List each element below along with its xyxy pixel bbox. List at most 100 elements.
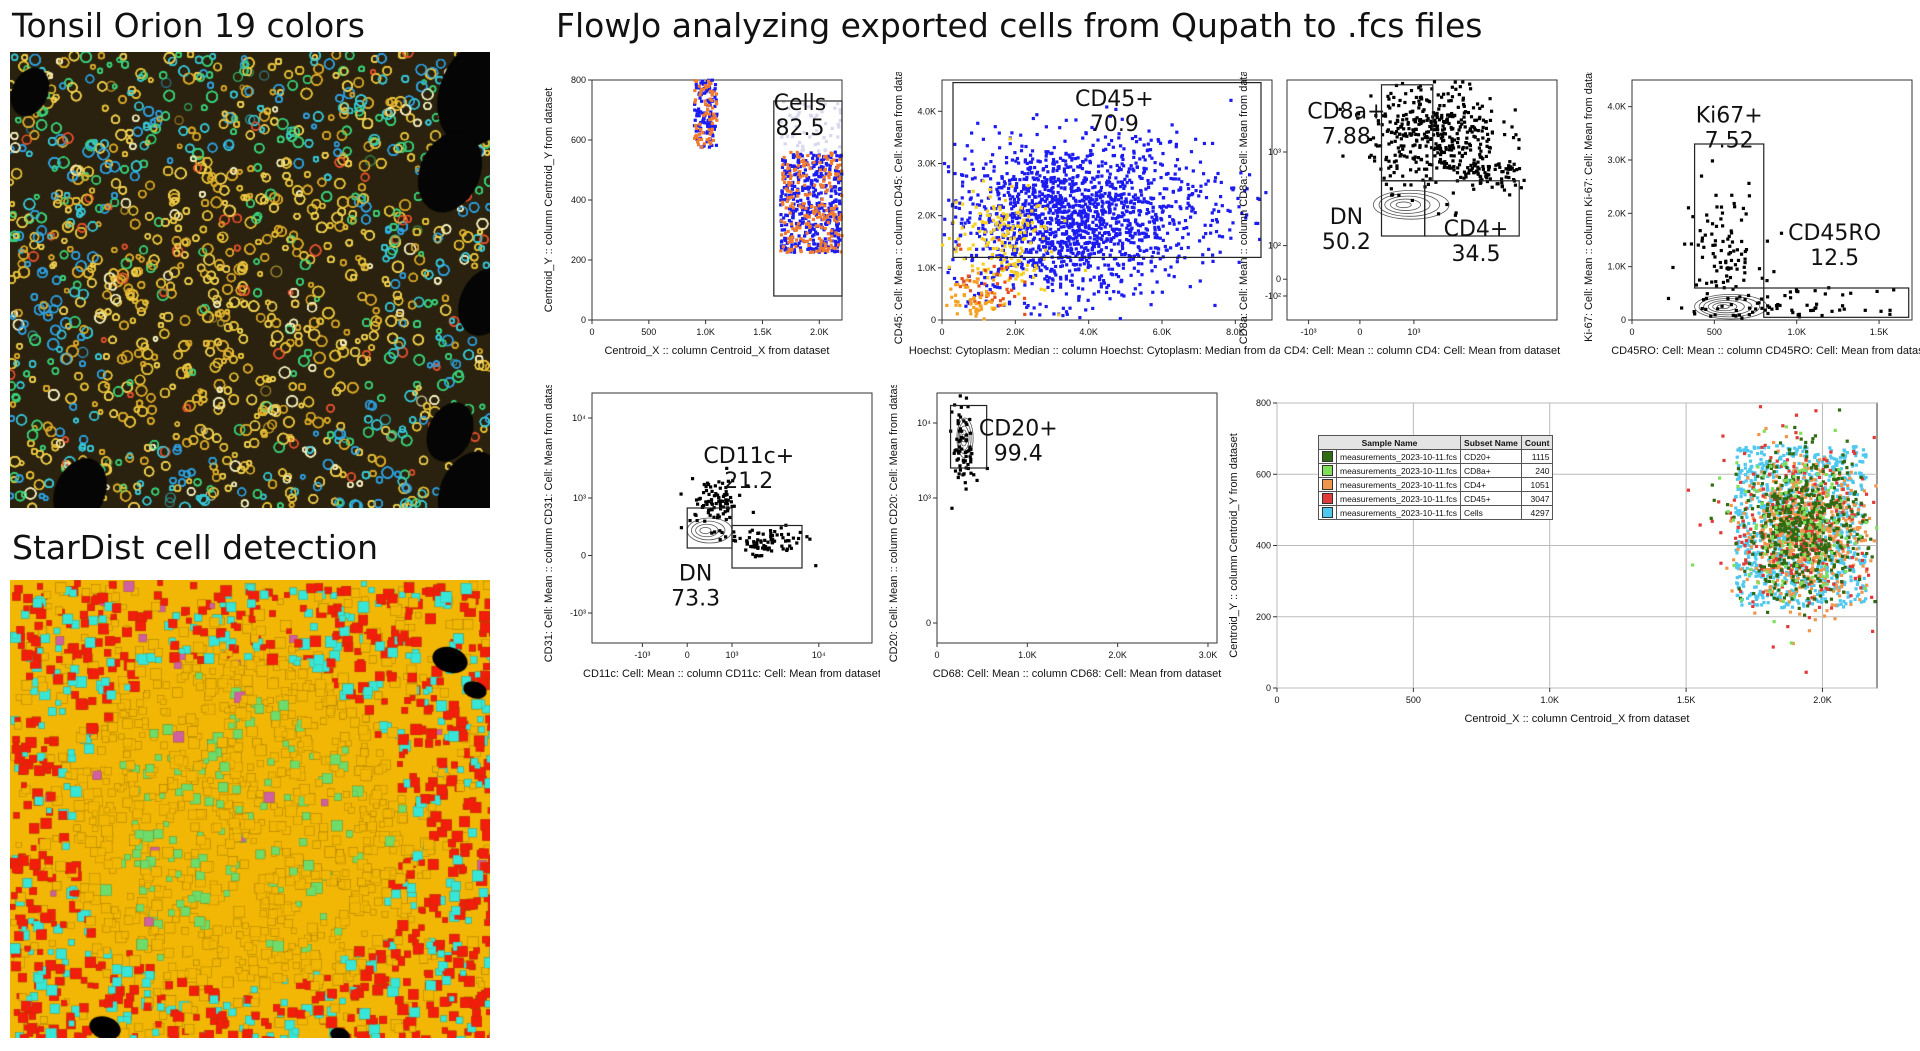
data-point bbox=[757, 554, 762, 558]
data-point bbox=[1070, 156, 1074, 160]
data-point bbox=[766, 540, 770, 544]
data-point bbox=[1430, 127, 1434, 131]
data-point bbox=[1861, 460, 1865, 464]
data-point bbox=[1805, 303, 1809, 307]
data-point bbox=[958, 394, 962, 398]
data-point bbox=[1091, 214, 1095, 219]
x-axis-label: CD45RO: Cell: Mean :: column CD45RO: Cel… bbox=[1611, 345, 1920, 357]
data-point bbox=[1414, 127, 1418, 131]
data-point bbox=[791, 155, 796, 160]
data-point bbox=[1073, 268, 1078, 272]
data-point bbox=[831, 210, 835, 215]
data-point bbox=[828, 181, 832, 185]
data-point bbox=[1014, 265, 1018, 269]
data-point bbox=[1427, 100, 1432, 104]
data-point bbox=[1188, 285, 1192, 289]
data-point bbox=[1747, 313, 1751, 317]
data-point bbox=[1256, 221, 1260, 226]
data-point bbox=[695, 109, 699, 113]
data-point bbox=[1169, 246, 1173, 250]
data-point bbox=[1465, 136, 1469, 140]
data-point bbox=[789, 236, 793, 240]
data-point bbox=[1009, 269, 1013, 274]
data-point bbox=[780, 189, 784, 193]
data-point bbox=[1128, 178, 1132, 182]
gate-name: DN bbox=[1330, 205, 1363, 230]
data-point bbox=[1809, 308, 1813, 313]
data-point bbox=[1838, 599, 1842, 603]
data-point bbox=[1117, 136, 1121, 140]
data-point bbox=[1118, 228, 1122, 232]
data-point bbox=[1392, 170, 1396, 175]
data-point bbox=[1114, 107, 1118, 111]
data-point bbox=[1127, 238, 1131, 243]
data-point bbox=[763, 538, 767, 542]
data-point bbox=[1451, 191, 1455, 195]
data-point bbox=[1838, 554, 1842, 558]
data-point bbox=[1211, 259, 1215, 263]
data-point bbox=[1007, 300, 1012, 304]
data-point bbox=[1771, 475, 1776, 479]
data-point bbox=[803, 240, 807, 244]
data-point bbox=[797, 110, 801, 115]
data-point bbox=[1700, 239, 1704, 243]
data-point bbox=[1405, 134, 1409, 138]
data-point bbox=[1099, 248, 1104, 252]
data-point bbox=[819, 172, 823, 176]
data-point bbox=[1843, 456, 1847, 460]
data-point bbox=[1043, 194, 1047, 198]
data-point bbox=[1027, 202, 1031, 206]
data-point bbox=[1731, 287, 1735, 291]
data-point bbox=[995, 254, 999, 258]
data-point bbox=[833, 234, 837, 238]
data-point bbox=[1862, 553, 1866, 557]
data-point bbox=[830, 232, 834, 237]
data-point bbox=[1015, 263, 1020, 267]
data-point bbox=[1190, 205, 1194, 209]
data-point bbox=[1116, 193, 1120, 198]
data-point bbox=[1806, 561, 1811, 565]
data-point bbox=[1386, 94, 1390, 98]
data-point bbox=[1387, 142, 1391, 146]
data-point bbox=[1076, 186, 1080, 191]
data-point bbox=[1080, 192, 1084, 196]
data-point bbox=[1050, 218, 1054, 222]
data-point bbox=[1108, 180, 1112, 184]
data-point bbox=[1770, 472, 1775, 476]
data-point bbox=[808, 237, 812, 242]
data-point bbox=[1175, 158, 1180, 162]
data-point bbox=[1840, 530, 1844, 535]
data-point bbox=[1436, 128, 1440, 132]
data-point bbox=[1054, 264, 1058, 269]
data-point bbox=[1012, 204, 1016, 209]
data-point bbox=[1821, 519, 1826, 523]
data-point bbox=[954, 303, 958, 307]
data-point bbox=[770, 549, 774, 553]
data-point bbox=[1022, 256, 1026, 261]
data-point bbox=[1078, 258, 1082, 262]
data-point bbox=[989, 300, 994, 304]
data-point bbox=[989, 189, 993, 194]
data-point bbox=[1766, 311, 1770, 316]
data-point bbox=[1107, 202, 1112, 206]
data-point bbox=[1735, 582, 1740, 586]
data-point bbox=[718, 538, 722, 542]
data-point bbox=[1426, 182, 1431, 186]
data-point bbox=[1218, 250, 1222, 254]
data-point bbox=[1746, 548, 1750, 552]
data-point bbox=[1073, 156, 1078, 161]
data-point bbox=[716, 516, 720, 520]
y-tick-label: 600 bbox=[571, 135, 586, 145]
data-point bbox=[750, 528, 754, 532]
data-point bbox=[1754, 574, 1758, 578]
data-point bbox=[1855, 492, 1859, 497]
data-point bbox=[1014, 241, 1019, 245]
data-point bbox=[694, 513, 698, 517]
data-point bbox=[967, 449, 971, 453]
data-point bbox=[1023, 312, 1027, 317]
data-point bbox=[773, 530, 777, 534]
data-point bbox=[834, 198, 838, 202]
data-point bbox=[1507, 175, 1511, 180]
data-point bbox=[1821, 577, 1826, 581]
data-point bbox=[1760, 466, 1765, 470]
